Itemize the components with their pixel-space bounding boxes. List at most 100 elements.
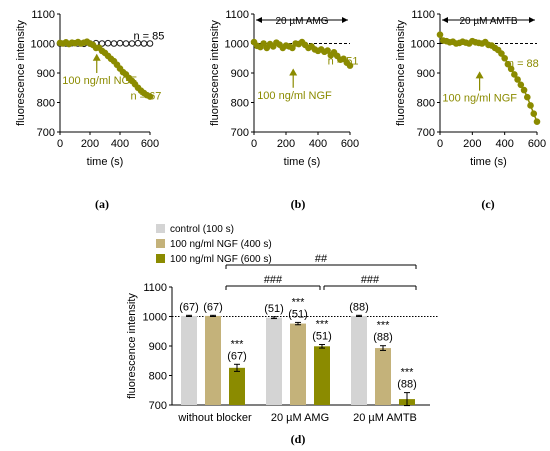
y-tick-label: 1100 — [31, 9, 55, 21]
data-point — [146, 40, 154, 47]
bracket-arrow-left — [442, 17, 448, 23]
bar-label: *** — [316, 319, 330, 331]
y-tick-label: 900 — [417, 68, 435, 80]
legend-swatch — [156, 254, 165, 263]
bar — [375, 348, 391, 405]
bar-label: (67) — [203, 301, 223, 313]
y-tick-label: 800 — [231, 98, 249, 110]
bar-label: (51) — [312, 331, 332, 343]
x-tick-label: 200 — [277, 138, 295, 150]
y-tick-label: 800 — [149, 371, 167, 383]
treatment-label: 20 µM AMTB — [460, 16, 518, 27]
bar-label: (88) — [349, 301, 369, 313]
significance-label: ## — [315, 253, 328, 265]
significance-label: ### — [361, 274, 380, 286]
annotation: 100 ng/ml NGF — [62, 75, 137, 87]
bar-label: (67) — [227, 350, 247, 362]
legend-label: 100 ng/ml NGF (400 s) — [170, 239, 272, 250]
x-tick-label: 400 — [495, 138, 513, 150]
data-point — [104, 39, 112, 47]
data-point — [324, 47, 331, 54]
data-point — [260, 40, 267, 47]
y-tick-label: 1100 — [225, 9, 249, 21]
x-tick-label: 200 — [81, 138, 99, 150]
legend-swatch — [156, 239, 165, 248]
y-tick-label: 800 — [37, 98, 55, 110]
data-point — [507, 65, 515, 73]
x-axis-label: time (s) — [284, 156, 321, 168]
bar — [351, 315, 367, 405]
bar-label: (67) — [179, 301, 199, 313]
y-tick-label: 900 — [231, 68, 249, 80]
y-tick-label: 700 — [149, 400, 167, 412]
stimulus-arrowhead — [289, 68, 298, 76]
y-tick-label: 1000 — [411, 39, 435, 51]
panel-caption: (d) — [291, 432, 306, 446]
chart-panel-d: control (100 s) 100 ng/ml NGF (400 s) 100 … — [126, 224, 438, 424]
bracket-arrow-right — [529, 17, 535, 23]
bracket-arrow-right — [342, 17, 348, 23]
y-axis-label: fluorescence intensity — [209, 20, 221, 126]
data-point — [346, 62, 354, 69]
bar-label: *** — [377, 320, 391, 332]
x-tick-label: 200 — [463, 138, 481, 150]
y-tick-label: 1000 — [143, 312, 167, 324]
bracket-arrow-left — [256, 17, 262, 23]
category-label: without blocker — [177, 412, 252, 424]
x-axis-label: time (s) — [470, 156, 507, 168]
x-tick-label: 0 — [437, 138, 443, 150]
bar — [181, 315, 197, 405]
bar-label: (51) — [264, 303, 284, 315]
chart-panel-a: 700 800 900 1000 1100 0 200 400 600 time (s) fluor… — [15, 9, 164, 168]
data-point — [514, 76, 521, 83]
y-axis-label: fluorescence intensity — [15, 20, 27, 126]
x-tick-label: 600 — [341, 138, 359, 150]
annotation: n = 67 — [131, 91, 162, 103]
legend-label: control (100 s) — [170, 224, 234, 235]
x-tick-label: 400 — [111, 138, 129, 150]
y-tick-label: 1000 — [31, 39, 55, 51]
y-tick-label: 1000 — [225, 39, 249, 51]
data-point — [110, 40, 118, 47]
annotation: 100 ng/ml NGF — [257, 90, 332, 102]
data-point — [436, 31, 444, 38]
bar — [229, 367, 245, 405]
data-point — [511, 71, 518, 78]
x-tick-label: 0 — [251, 138, 257, 150]
chart-panel-b: 700 800 900 1000 1100 0 200 400 600 time (s) fluor… — [209, 9, 359, 168]
bar-label: (88) — [373, 332, 393, 344]
data-point — [289, 44, 296, 52]
y-tick-label: 700 — [37, 127, 55, 139]
bar-label: *** — [401, 367, 415, 379]
annotation: n = 51 — [328, 56, 359, 68]
bar — [205, 315, 221, 405]
x-tick-label: 400 — [309, 138, 327, 150]
y-tick-label: 900 — [149, 341, 167, 353]
x-tick-label: 600 — [528, 138, 546, 150]
bar — [266, 317, 282, 405]
panel-caption: (b) — [291, 197, 306, 211]
y-tick-label: 1100 — [411, 9, 435, 21]
y-tick-label: 700 — [231, 127, 249, 139]
x-tick-label: 600 — [141, 138, 159, 150]
y-axis-label: fluorescence intensity — [395, 20, 407, 126]
data-point — [527, 102, 534, 109]
chart-panel-c: 700 800 900 1000 1100 0 200 400 600 time (s) fluor… — [395, 9, 546, 168]
annotation: 100 ng/ml NGF — [442, 93, 517, 105]
bar — [314, 346, 330, 405]
data-point — [501, 54, 508, 62]
bar-label: (88) — [397, 379, 417, 391]
y-tick-label: 800 — [417, 98, 435, 110]
stimulus-arrowhead — [92, 53, 101, 61]
annotation: n = 85 — [134, 31, 165, 43]
legend-label: 100 ng/ml NGF (600 s) — [170, 254, 272, 265]
data-point — [504, 60, 512, 68]
legend-swatch — [156, 224, 165, 233]
data-point — [520, 86, 528, 94]
bar-label: (51) — [288, 308, 308, 320]
data-point — [116, 39, 124, 47]
y-tick-label: 1100 — [143, 282, 167, 294]
y-tick-label: 900 — [37, 68, 55, 80]
stimulus-arrowhead — [475, 71, 484, 79]
